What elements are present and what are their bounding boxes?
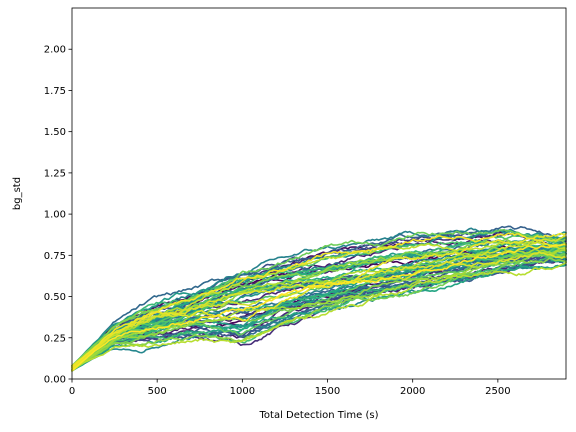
y-tick-label: 0.75 bbox=[44, 251, 66, 262]
x-tick-label: 1000 bbox=[230, 386, 255, 397]
x-tick-label: 500 bbox=[148, 386, 167, 397]
y-tick-label: 0.25 bbox=[44, 333, 66, 344]
series-line bbox=[71, 252, 567, 372]
series-line bbox=[71, 243, 567, 372]
y-ticks: 0.00 0.25 0.50 0.75 1.00 1.25 1.50 1.75 2.00 bbox=[44, 45, 72, 386]
y-tick-label: 2.00 bbox=[44, 45, 66, 56]
series-line bbox=[71, 242, 567, 367]
series-lines bbox=[71, 225, 567, 372]
series-line bbox=[71, 232, 567, 369]
y-tick-label: 0.50 bbox=[44, 292, 66, 303]
x-ticks: 0 500 1000 1500 2000 2500 bbox=[69, 379, 511, 397]
y-tick-label: 1.50 bbox=[44, 127, 66, 138]
x-tick-label: 2000 bbox=[400, 386, 425, 397]
series-line bbox=[71, 246, 567, 369]
series-line bbox=[71, 257, 567, 370]
y-axis-label: bg_std bbox=[12, 177, 23, 210]
x-tick-label: 2500 bbox=[485, 386, 510, 397]
series-line bbox=[71, 237, 567, 370]
series-line bbox=[71, 237, 567, 367]
series-line bbox=[71, 251, 567, 367]
x-axis-label: Total Detection Time (s) bbox=[259, 410, 379, 421]
y-tick-label: 1.25 bbox=[44, 168, 66, 179]
series-line bbox=[71, 252, 567, 370]
y-tick-label: 1.75 bbox=[44, 86, 66, 97]
series-line bbox=[71, 261, 567, 370]
series-line bbox=[71, 240, 567, 369]
y-tick-label: 0.00 bbox=[44, 375, 66, 386]
plot-frame bbox=[71, 7, 567, 380]
x-tick-label: 1500 bbox=[315, 386, 340, 397]
axes bbox=[71, 7, 567, 380]
x-tick-label: 0 bbox=[69, 386, 75, 397]
series-line bbox=[71, 245, 567, 372]
series-line bbox=[71, 249, 567, 372]
y-tick-label: 1.00 bbox=[44, 210, 66, 221]
